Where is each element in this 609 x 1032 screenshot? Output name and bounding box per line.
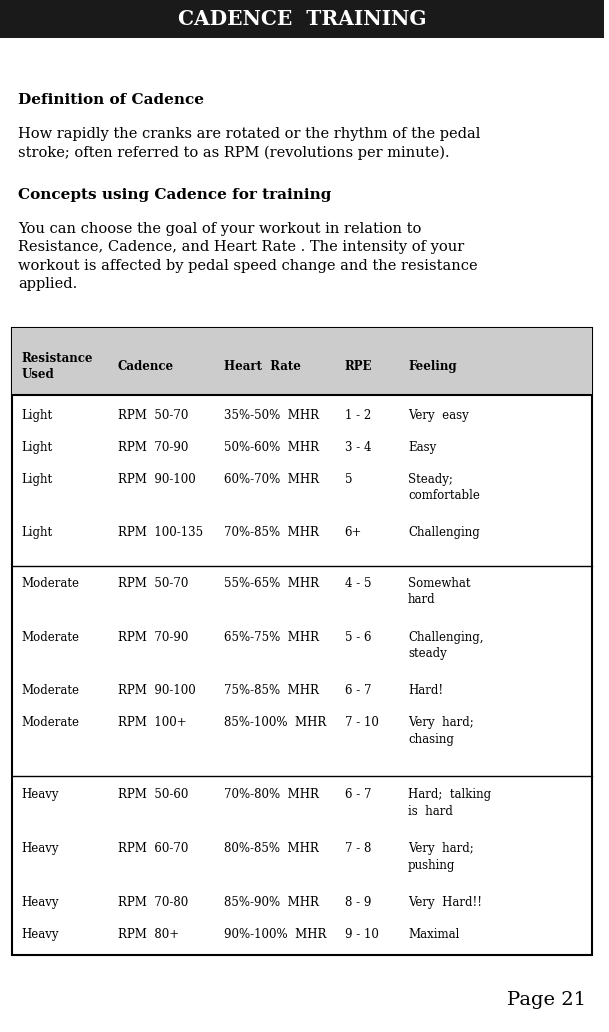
- Text: 6 - 7: 6 - 7: [345, 788, 371, 802]
- Text: Feeling: Feeling: [408, 360, 457, 374]
- Text: RPE: RPE: [345, 360, 372, 374]
- Text: RPM  90-100: RPM 90-100: [118, 684, 195, 698]
- Text: Page 21: Page 21: [507, 992, 586, 1009]
- Text: Heavy: Heavy: [21, 788, 58, 802]
- Text: Light: Light: [21, 409, 52, 422]
- Text: Resistance
Used: Resistance Used: [21, 352, 93, 382]
- Text: Moderate: Moderate: [21, 716, 79, 730]
- Text: Heart  Rate: Heart Rate: [224, 360, 300, 374]
- Text: Moderate: Moderate: [21, 577, 79, 590]
- Text: 4 - 5: 4 - 5: [345, 577, 371, 590]
- Text: 1 - 2: 1 - 2: [345, 409, 371, 422]
- Text: Somewhat
hard: Somewhat hard: [408, 577, 471, 607]
- Text: Light: Light: [21, 526, 52, 540]
- Text: Easy: Easy: [408, 441, 436, 454]
- Text: Light: Light: [21, 473, 52, 486]
- Text: 75%-85%  MHR: 75%-85% MHR: [224, 684, 319, 698]
- Text: CADENCE  TRAINING: CADENCE TRAINING: [178, 8, 426, 29]
- Text: Challenging: Challenging: [408, 526, 480, 540]
- Text: RPM  50-70: RPM 50-70: [118, 577, 188, 590]
- Text: 50%-60%  MHR: 50%-60% MHR: [224, 441, 319, 454]
- Text: Concepts using Cadence for training: Concepts using Cadence for training: [18, 188, 331, 202]
- Text: 5 - 6: 5 - 6: [345, 631, 371, 644]
- Text: Maximal: Maximal: [408, 928, 459, 941]
- Text: 6 - 7: 6 - 7: [345, 684, 371, 698]
- Text: 60%-70%  MHR: 60%-70% MHR: [224, 473, 319, 486]
- Text: RPM  60-70: RPM 60-70: [118, 842, 188, 856]
- Text: Definition of Cadence: Definition of Cadence: [18, 93, 204, 107]
- Text: 6+: 6+: [345, 526, 362, 540]
- Text: How rapidly the cranks are rotated or the rhythm of the pedal
stroke; often refe: How rapidly the cranks are rotated or th…: [18, 127, 481, 160]
- Text: 5: 5: [345, 473, 352, 486]
- Text: Very  hard;
chasing: Very hard; chasing: [408, 716, 474, 746]
- Text: You can choose the goal of your workout in relation to
Resistance, Cadence, and : You can choose the goal of your workout …: [18, 222, 477, 291]
- Text: RPM  70-80: RPM 70-80: [118, 896, 188, 909]
- Text: RPM  100-135: RPM 100-135: [118, 526, 203, 540]
- Text: Moderate: Moderate: [21, 684, 79, 698]
- Text: Very  Hard!!: Very Hard!!: [408, 896, 482, 909]
- Text: 80%-85%  MHR: 80%-85% MHR: [224, 842, 319, 856]
- Text: Moderate: Moderate: [21, 631, 79, 644]
- Text: Very  hard;
pushing: Very hard; pushing: [408, 842, 474, 872]
- Text: 3 - 4: 3 - 4: [345, 441, 371, 454]
- Text: 85%-90%  MHR: 85%-90% MHR: [224, 896, 319, 909]
- Text: 55%-65%  MHR: 55%-65% MHR: [224, 577, 319, 590]
- Text: 35%-50%  MHR: 35%-50% MHR: [224, 409, 319, 422]
- Text: 8 - 9: 8 - 9: [345, 896, 371, 909]
- Text: RPM  70-90: RPM 70-90: [118, 631, 188, 644]
- Text: RPM  90-100: RPM 90-100: [118, 473, 195, 486]
- Text: 85%-100%  MHR: 85%-100% MHR: [224, 716, 326, 730]
- Text: Heavy: Heavy: [21, 896, 58, 909]
- Text: RPM  50-70: RPM 50-70: [118, 409, 188, 422]
- Text: Challenging,
steady: Challenging, steady: [408, 631, 484, 660]
- Text: RPM  100+: RPM 100+: [118, 716, 186, 730]
- Text: Cadence: Cadence: [118, 360, 174, 374]
- Text: RPM  50-60: RPM 50-60: [118, 788, 188, 802]
- Text: Hard!: Hard!: [408, 684, 443, 698]
- FancyBboxPatch shape: [0, 0, 605, 38]
- Text: 7 - 8: 7 - 8: [345, 842, 371, 856]
- Text: Heavy: Heavy: [21, 842, 58, 856]
- Text: 65%-75%  MHR: 65%-75% MHR: [224, 631, 319, 644]
- FancyBboxPatch shape: [12, 328, 593, 955]
- Text: 70%-85%  MHR: 70%-85% MHR: [224, 526, 319, 540]
- Text: 70%-80%  MHR: 70%-80% MHR: [224, 788, 319, 802]
- Text: 7 - 10: 7 - 10: [345, 716, 378, 730]
- Text: RPM  80+: RPM 80+: [118, 928, 179, 941]
- Text: Light: Light: [21, 441, 52, 454]
- Text: Heavy: Heavy: [21, 928, 58, 941]
- Text: RPM  70-90: RPM 70-90: [118, 441, 188, 454]
- FancyBboxPatch shape: [12, 328, 593, 395]
- Text: Very  easy: Very easy: [408, 409, 469, 422]
- Text: Hard;  talking
is  hard: Hard; talking is hard: [408, 788, 491, 818]
- Text: 90%-100%  MHR: 90%-100% MHR: [224, 928, 326, 941]
- Text: Steady;
comfortable: Steady; comfortable: [408, 473, 480, 503]
- Text: 9 - 10: 9 - 10: [345, 928, 378, 941]
